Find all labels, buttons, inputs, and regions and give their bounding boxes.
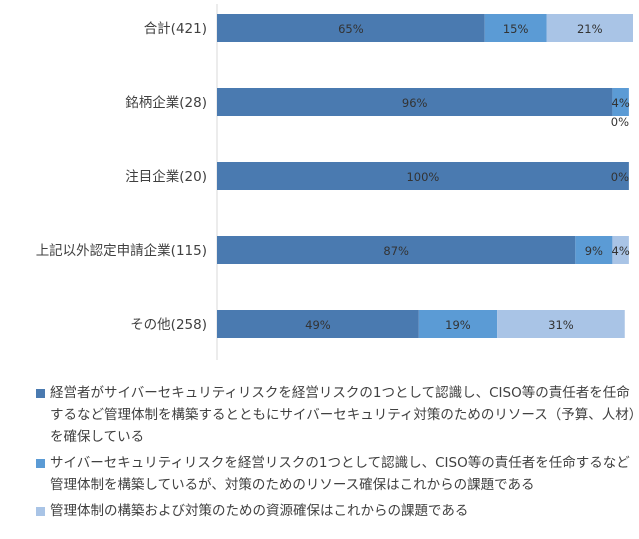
bar-segment (612, 88, 629, 116)
category-label: 注目企業(20) (125, 168, 207, 185)
data-label: 4% (612, 96, 630, 110)
bar-segment (546, 14, 633, 42)
legend-label-1: 経営者がサイバーセキュリティリスクを経営リスクの1つとして認識し、CISO等の責… (50, 385, 636, 445)
legend-entry-2: サイバーセキュリティリスクを経営リスクの1つとして認識し、CISO等の責任者を任… (36, 452, 636, 496)
legend-entry-3: 管理体制の構築および対策のための資源確保はこれからの課題である (36, 500, 636, 522)
data-label: 49% (305, 318, 331, 332)
legend-swatch-3 (36, 507, 45, 516)
data-label: 96% (402, 96, 428, 110)
bar-segment (575, 236, 613, 264)
category-label: その他(258) (130, 317, 207, 333)
legend-label-3: 管理体制の構築および対策のための資源確保はこれからの課題である (50, 503, 469, 519)
data-label: 9% (585, 244, 603, 258)
category-label: 上記以外認定申請企業(115) (36, 242, 207, 259)
legend-label-2: サイバーセキュリティリスクを経営リスクの1つとして認識し、CISO等の責任者を任… (50, 455, 630, 493)
bar-segment (484, 14, 547, 42)
bar-segment (217, 88, 613, 116)
data-label: 100% (406, 170, 439, 184)
data-label: 19% (445, 318, 471, 332)
data-label: 21% (577, 22, 603, 36)
legend-swatch-2 (36, 459, 45, 468)
bar-segment (217, 14, 485, 42)
bar-segment (497, 310, 625, 338)
chart-legend: 経営者がサイバーセキュリティリスクを経営リスクの1つとして認識し、CISO等の責… (36, 382, 636, 526)
bar-segment (217, 310, 419, 338)
data-label: 31% (548, 318, 574, 332)
data-label: 0% (611, 170, 629, 184)
bar-segment (217, 236, 576, 264)
bar-segment (612, 236, 629, 264)
data-label: 87% (383, 244, 409, 258)
category-label: 合計(421) (144, 21, 207, 37)
data-label: 65% (338, 22, 364, 36)
bar-segment (418, 310, 498, 338)
stacked-bar-chart: 合計(421) 65% 15% 21% 銘柄企業(28) 96% 4% 0% 注目企業(20) 1… (36, 4, 633, 360)
legend-swatch-1 (36, 389, 45, 398)
data-label: 15% (503, 22, 529, 36)
data-label: 4% (612, 244, 630, 258)
category-label: 銘柄企業(28) (125, 94, 207, 111)
bar-segment (217, 162, 629, 190)
legend-entry-1: 経営者がサイバーセキュリティリスクを経営リスクの1つとして認識し、CISO等の責… (36, 382, 636, 448)
data-label: 0% (611, 115, 629, 129)
